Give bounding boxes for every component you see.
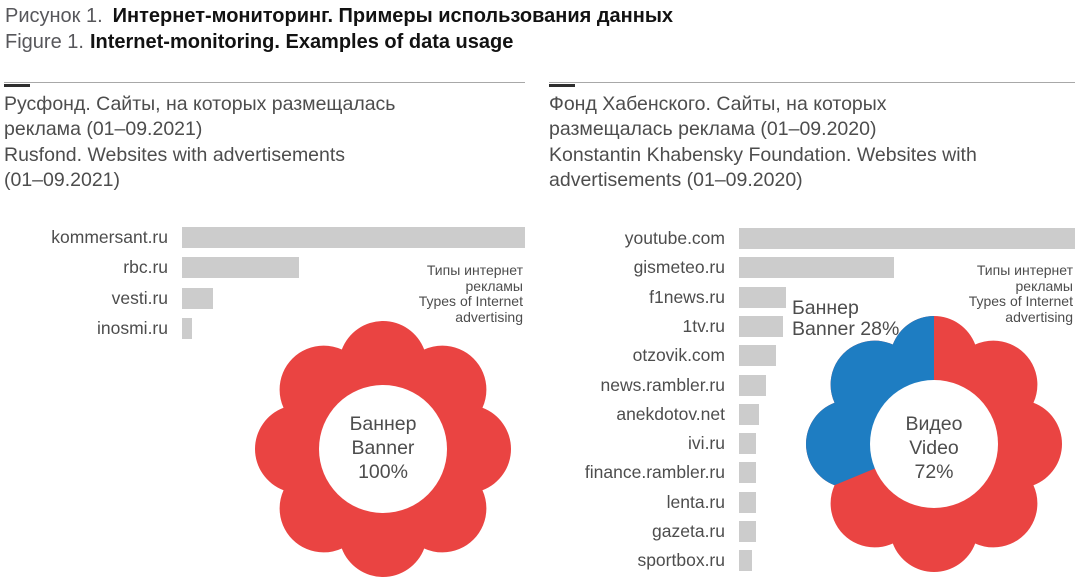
panel-subtitle-ru: Русфонд. Сайты, на которых размещалась р…: [4, 92, 395, 143]
bar-label: 1tv.ru: [682, 315, 725, 336]
bar-label: kommersant.ru: [51, 227, 168, 247]
bar-row: kommersant.ru: [4, 227, 525, 248]
bar-label: news.rambler.ru: [600, 374, 726, 395]
panel-subtitle-ru: Фонд Хабенского. Сайты, на которых разме…: [549, 92, 887, 143]
bar-label: vesti.ru: [111, 287, 168, 308]
bar: [739, 315, 783, 337]
flower-center-label: Баннер Banner 100%: [283, 412, 483, 484]
bar-row: ivi.ru: [549, 433, 1075, 455]
bar: [182, 317, 193, 339]
flower-label-line: 72%: [914, 461, 954, 483]
bar-row: 1tv.ru: [549, 315, 1075, 337]
bar: [182, 287, 213, 309]
legend-ad-types: Типы интернет рекламы Types of Internet …: [968, 262, 1074, 325]
callout-line: Banner 28%: [792, 317, 900, 340]
bar: [739, 228, 1075, 249]
bar: [739, 521, 756, 542]
bar-row: vesti.ru: [4, 287, 525, 309]
bar-label: f1news.ru: [649, 286, 725, 307]
flower-label-line: Video: [909, 437, 959, 459]
legend-line: Types of Internet: [968, 293, 1073, 309]
bar-row: anekdotov.net: [549, 403, 1075, 425]
flower-label-line: Видео: [905, 413, 963, 435]
bar-row: rbc.ru: [4, 257, 525, 279]
rule-accent-dash: [549, 84, 575, 87]
bar: [182, 227, 525, 248]
bar-row: news.rambler.ru: [549, 374, 1075, 396]
top-rule: [549, 82, 1075, 83]
bar-label: inosmi.ru: [97, 317, 168, 338]
bar: [739, 462, 756, 484]
legend-line: рекламы: [465, 277, 524, 294]
bar-label: gazeta.ru: [652, 521, 725, 541]
figure-number-en: Figure 1.: [5, 31, 84, 53]
flower-label-line: Banner: [351, 437, 415, 459]
figure-number-ru: Рисунок 1.: [5, 5, 103, 27]
bar-row: finance.rambler.ru: [549, 462, 1075, 484]
bar-row: f1news.ru: [549, 286, 1075, 308]
bar: [739, 433, 756, 455]
flower-inner-circle: [319, 385, 447, 513]
bar-label: lenta.ru: [666, 491, 725, 512]
subtitle-line: Фонд Хабенского. Сайты, на которых: [549, 93, 887, 115]
legend-line: рекламы: [1015, 277, 1074, 294]
subtitle-line: Русфонд. Сайты, на которых размещалась: [4, 93, 396, 115]
subtitle-line: (01–09.2021): [4, 169, 121, 192]
rule-accent-dash: [4, 84, 30, 87]
bar-row: otzovik.com: [549, 345, 1075, 367]
legend-line: Типы интернет: [976, 262, 1073, 278]
callout-banner-label: Баннер Banner 28%: [792, 298, 899, 339]
panel-subtitle-en: Konstantin Khabensky Foundation. Website…: [549, 143, 977, 194]
top-rule: [4, 82, 525, 83]
legend-line: Types of Internet: [418, 293, 523, 309]
subtitle-line: Konstantin Khabensky Foundation. Website…: [549, 144, 977, 166]
figure-title: Рисунок 1. Интернет-мониторинг. Примеры и…: [5, 3, 673, 55]
bar: [182, 257, 299, 279]
subtitle-line: размещалась реклама (01–09.2020): [549, 118, 877, 141]
bar-label: rbc.ru: [123, 257, 168, 278]
bar-row: gazeta.ru: [549, 521, 1075, 542]
flower-pie-video-banner: [806, 316, 1062, 572]
bar: [739, 257, 894, 279]
bar-row: youtube.com: [549, 228, 1075, 249]
bar-label: youtube.com: [624, 228, 725, 248]
legend-line: Типы интернет: [426, 262, 523, 278]
figure-title-en-text: Internet-monitoring. Examples of data us…: [89, 31, 514, 53]
subtitle-line: advertisements (01–09.2020): [549, 169, 803, 192]
bar: [739, 491, 756, 513]
flower-pie-banner: [255, 321, 511, 577]
flower-inner-circle: [870, 380, 998, 508]
bar-row: gismeteo.ru: [549, 257, 1075, 279]
figure-title-ru-text: Интернет-мониторинг. Примеры использован…: [112, 5, 674, 27]
bar-label: anekdotov.net: [616, 403, 725, 424]
bar: [739, 345, 776, 367]
subtitle-line: реклама (01–09.2021): [4, 118, 203, 141]
bar-label: finance.rambler.ru: [584, 462, 725, 483]
bar-row: lenta.ru: [549, 491, 1075, 513]
bar-label: gismeteo.ru: [633, 257, 725, 278]
panel-subtitle-en: Rusfond. Websites with advertisements (0…: [4, 143, 345, 194]
bar: [739, 286, 787, 308]
bar-row: inosmi.ru: [4, 317, 525, 339]
bar: [739, 374, 766, 396]
bar-row: sportbox.ru: [549, 550, 1075, 572]
figure-title-en: Figure 1. Internet-monitoring. Examples o…: [5, 29, 673, 55]
legend-line: advertising: [1005, 308, 1073, 325]
legend-line: advertising: [455, 308, 523, 325]
figure-title-ru: Рисунок 1. Интернет-мониторинг. Примеры и…: [5, 3, 673, 29]
flower-label-line: Баннер: [349, 413, 417, 435]
bar: [739, 550, 753, 572]
subtitle-line: Rusfond. Websites with advertisements: [4, 144, 346, 166]
flower-center-label: Видео Video 72%: [834, 412, 1034, 484]
bar-label: otzovik.com: [632, 345, 725, 366]
callout-line: Баннер: [792, 297, 859, 319]
bar-label: ivi.ru: [688, 433, 725, 454]
flower-label-line: 100%: [358, 461, 408, 483]
bar-label: sportbox.ru: [637, 550, 725, 571]
bar: [739, 403, 760, 425]
legend-ad-types: Типы интернет рекламы Types of Internet …: [418, 262, 524, 325]
